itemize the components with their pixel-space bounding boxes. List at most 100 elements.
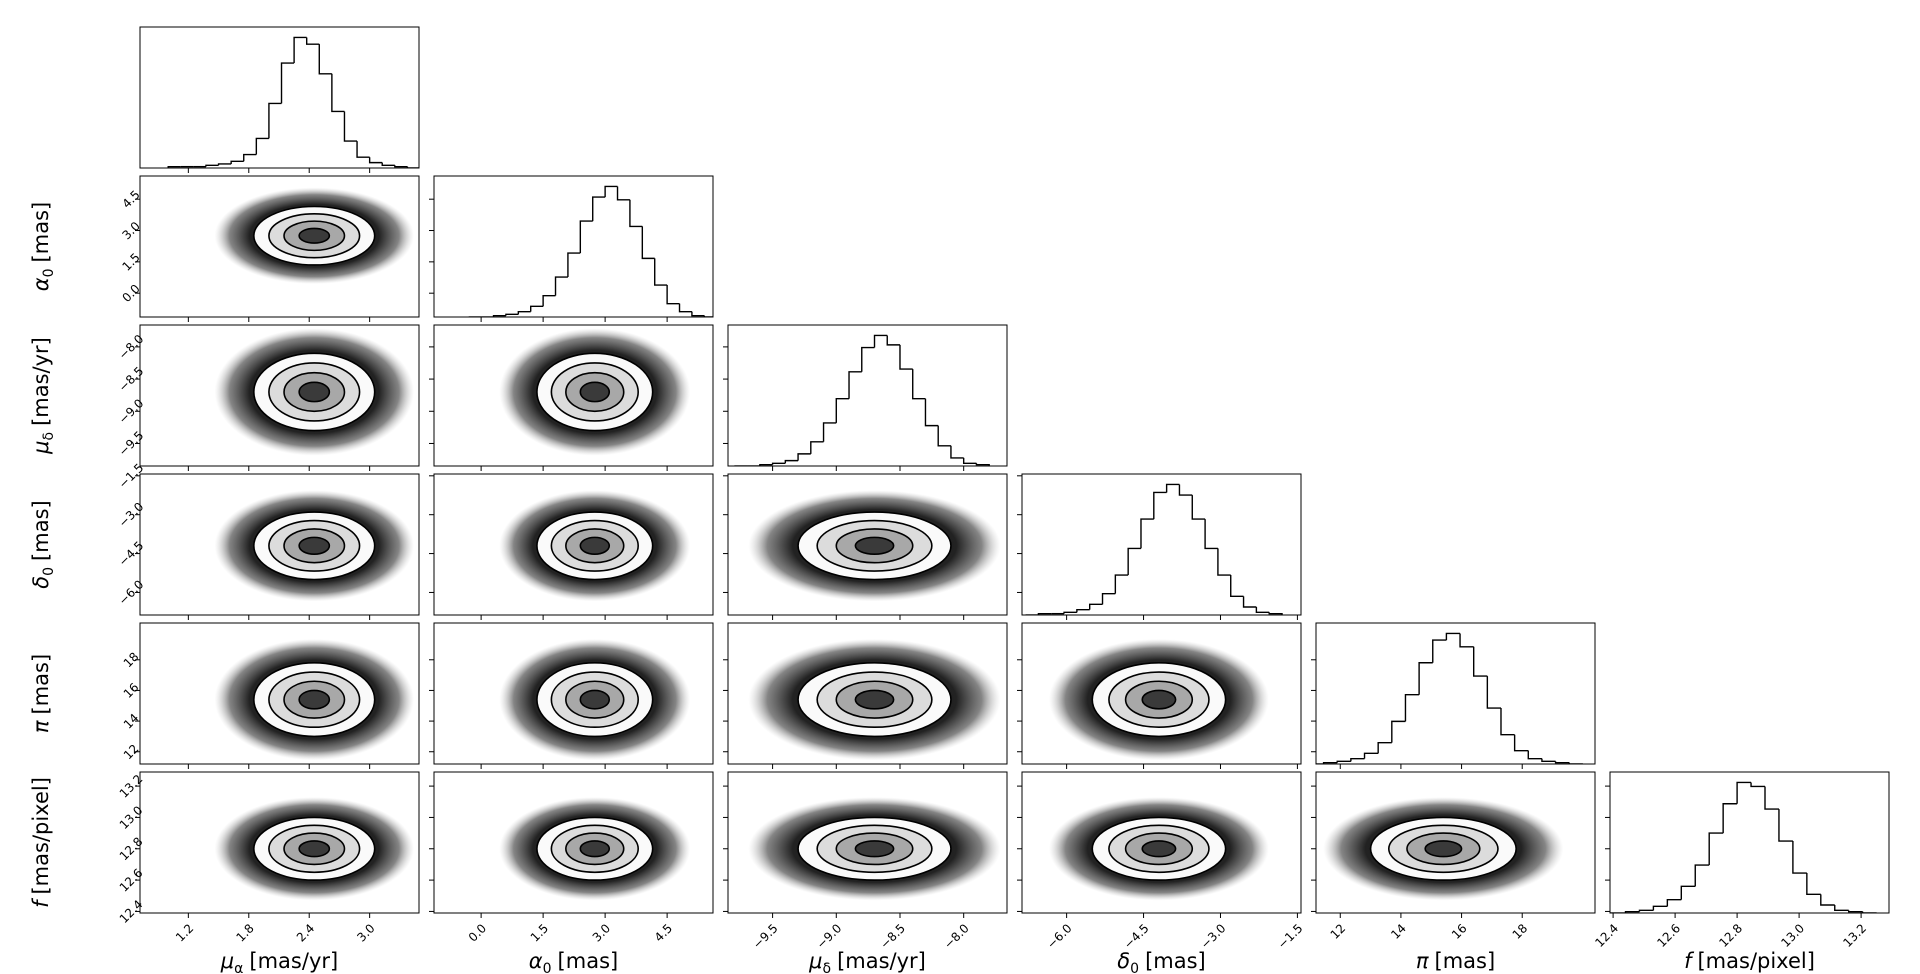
hist-bin — [1089, 603, 1103, 610]
panel-frame — [433, 771, 714, 914]
label-unit: [mas/pixel] — [1697, 949, 1814, 973]
x-tick-label: −8.0 — [941, 921, 972, 952]
panel: −6.0 −4.5 −3.0 −1.5 — [116, 461, 420, 620]
hist-bin — [1432, 639, 1447, 663]
x-tick-label: 1.2 — [173, 921, 196, 944]
hist-bin — [1694, 864, 1710, 887]
hist-bin — [1076, 608, 1090, 613]
label-unit: [mas] — [558, 949, 619, 973]
density-contour — [298, 689, 331, 710]
hist-bin — [666, 285, 680, 305]
x-tick-label: 2.4 — [294, 921, 317, 944]
y-tick-label: 1.5 — [119, 250, 142, 273]
panel-frame — [1021, 622, 1302, 765]
hist-bin — [1255, 607, 1270, 614]
hist-bin — [579, 220, 593, 254]
hist-bin — [1418, 662, 1433, 695]
x-tick-label: 4.5 — [652, 921, 675, 944]
x-tick-label: 12.6 — [1654, 921, 1683, 950]
panel-content — [748, 490, 1001, 602]
hist-bin — [1500, 708, 1515, 736]
panel-frame — [433, 622, 714, 765]
label-symbol: μ — [29, 441, 53, 455]
y-tick-label: 13.2 — [117, 772, 146, 801]
panel — [429, 324, 714, 471]
hist-bin — [280, 62, 295, 104]
panel-frame — [433, 175, 714, 318]
hist-bin — [950, 445, 964, 459]
y-axis-label: δ0 [mas] — [29, 500, 57, 588]
hist-bin — [616, 186, 630, 201]
hist-bin — [641, 226, 655, 260]
y-tick-label: 12.6 — [117, 866, 146, 895]
panel-frame — [433, 324, 714, 467]
x-tick-label: −3.0 — [1198, 921, 1229, 952]
panel — [429, 473, 714, 620]
hist-bin — [1792, 841, 1807, 874]
hist-bin — [1680, 885, 1696, 900]
hist-bin — [530, 305, 544, 312]
hist-bin — [331, 73, 345, 113]
density-contour — [298, 840, 331, 858]
hist-bin — [822, 422, 837, 442]
panel — [429, 175, 714, 322]
label-symbol: π — [29, 720, 53, 733]
hist-bin — [975, 463, 990, 466]
hist-bin — [1486, 676, 1501, 709]
x-tick-label: 0.0 — [466, 921, 489, 944]
hist-bin — [1242, 596, 1257, 608]
panel-content — [214, 638, 414, 761]
panel — [1311, 622, 1596, 769]
hist-bin — [937, 425, 951, 447]
label-symbol: μ — [220, 949, 234, 973]
panel-frame — [1021, 473, 1302, 616]
hist-bin — [1101, 592, 1116, 605]
x-tick-label: 3.0 — [590, 921, 613, 944]
label-subscript: 0 — [543, 961, 552, 974]
label-subscript: 0 — [41, 567, 57, 576]
x-tick-label: 12.4 — [1592, 921, 1621, 950]
hist-bin — [1820, 894, 1835, 906]
panel-frame — [139, 175, 420, 318]
panel: 0.0 1.5 3.0 4.5 — [429, 771, 714, 945]
label-unit: [mas/yr] — [837, 949, 926, 973]
hist-bin — [886, 335, 900, 346]
hist-bin — [1541, 758, 1556, 763]
hist-bin — [1140, 518, 1154, 549]
y-tick-label: 4.5 — [119, 188, 142, 211]
hist-bin — [1204, 519, 1218, 550]
density-contour — [854, 536, 895, 556]
label-subscript: 0 — [1130, 961, 1139, 974]
hist-bin — [1861, 911, 1877, 913]
label-unit: [mas] — [29, 654, 53, 715]
panel-content — [748, 797, 1001, 901]
x-axis-label: α0 [mas] — [529, 949, 618, 974]
density-contour — [854, 840, 895, 858]
label-symbol: δ — [29, 576, 53, 589]
y-tick-label: −4.5 — [116, 538, 147, 569]
density-contour — [1141, 840, 1177, 858]
panel-frame — [139, 622, 420, 765]
y-tick-label: 16 — [121, 680, 142, 701]
panel: 12.4 12.6 12.8 13.0 13.2 — [1592, 771, 1890, 950]
hist-bin — [629, 199, 643, 228]
panel-content — [1048, 797, 1269, 901]
y-tick-label: 12.4 — [117, 897, 146, 926]
y-tick-label: −8.0 — [116, 332, 147, 363]
x-tick-label: 1.8 — [233, 921, 256, 944]
hist-bin — [305, 37, 320, 45]
hist-bin — [1848, 910, 1863, 913]
y-tick-label: 12 — [121, 742, 142, 763]
x-tick-label: 12 — [1328, 921, 1349, 942]
panel-frame — [1315, 771, 1596, 914]
x-axis-label: π [mas] — [1416, 949, 1495, 973]
label-symbol: μ — [808, 949, 822, 973]
hist-bin — [1652, 905, 1668, 911]
panel-frame — [1021, 771, 1302, 914]
x-tick-label: 16 — [1449, 921, 1470, 942]
y-tick-label: 14 — [121, 711, 142, 732]
hist-bin — [1527, 750, 1542, 760]
x-tick-label: 13.2 — [1840, 921, 1869, 950]
hist-bin — [1778, 809, 1793, 842]
